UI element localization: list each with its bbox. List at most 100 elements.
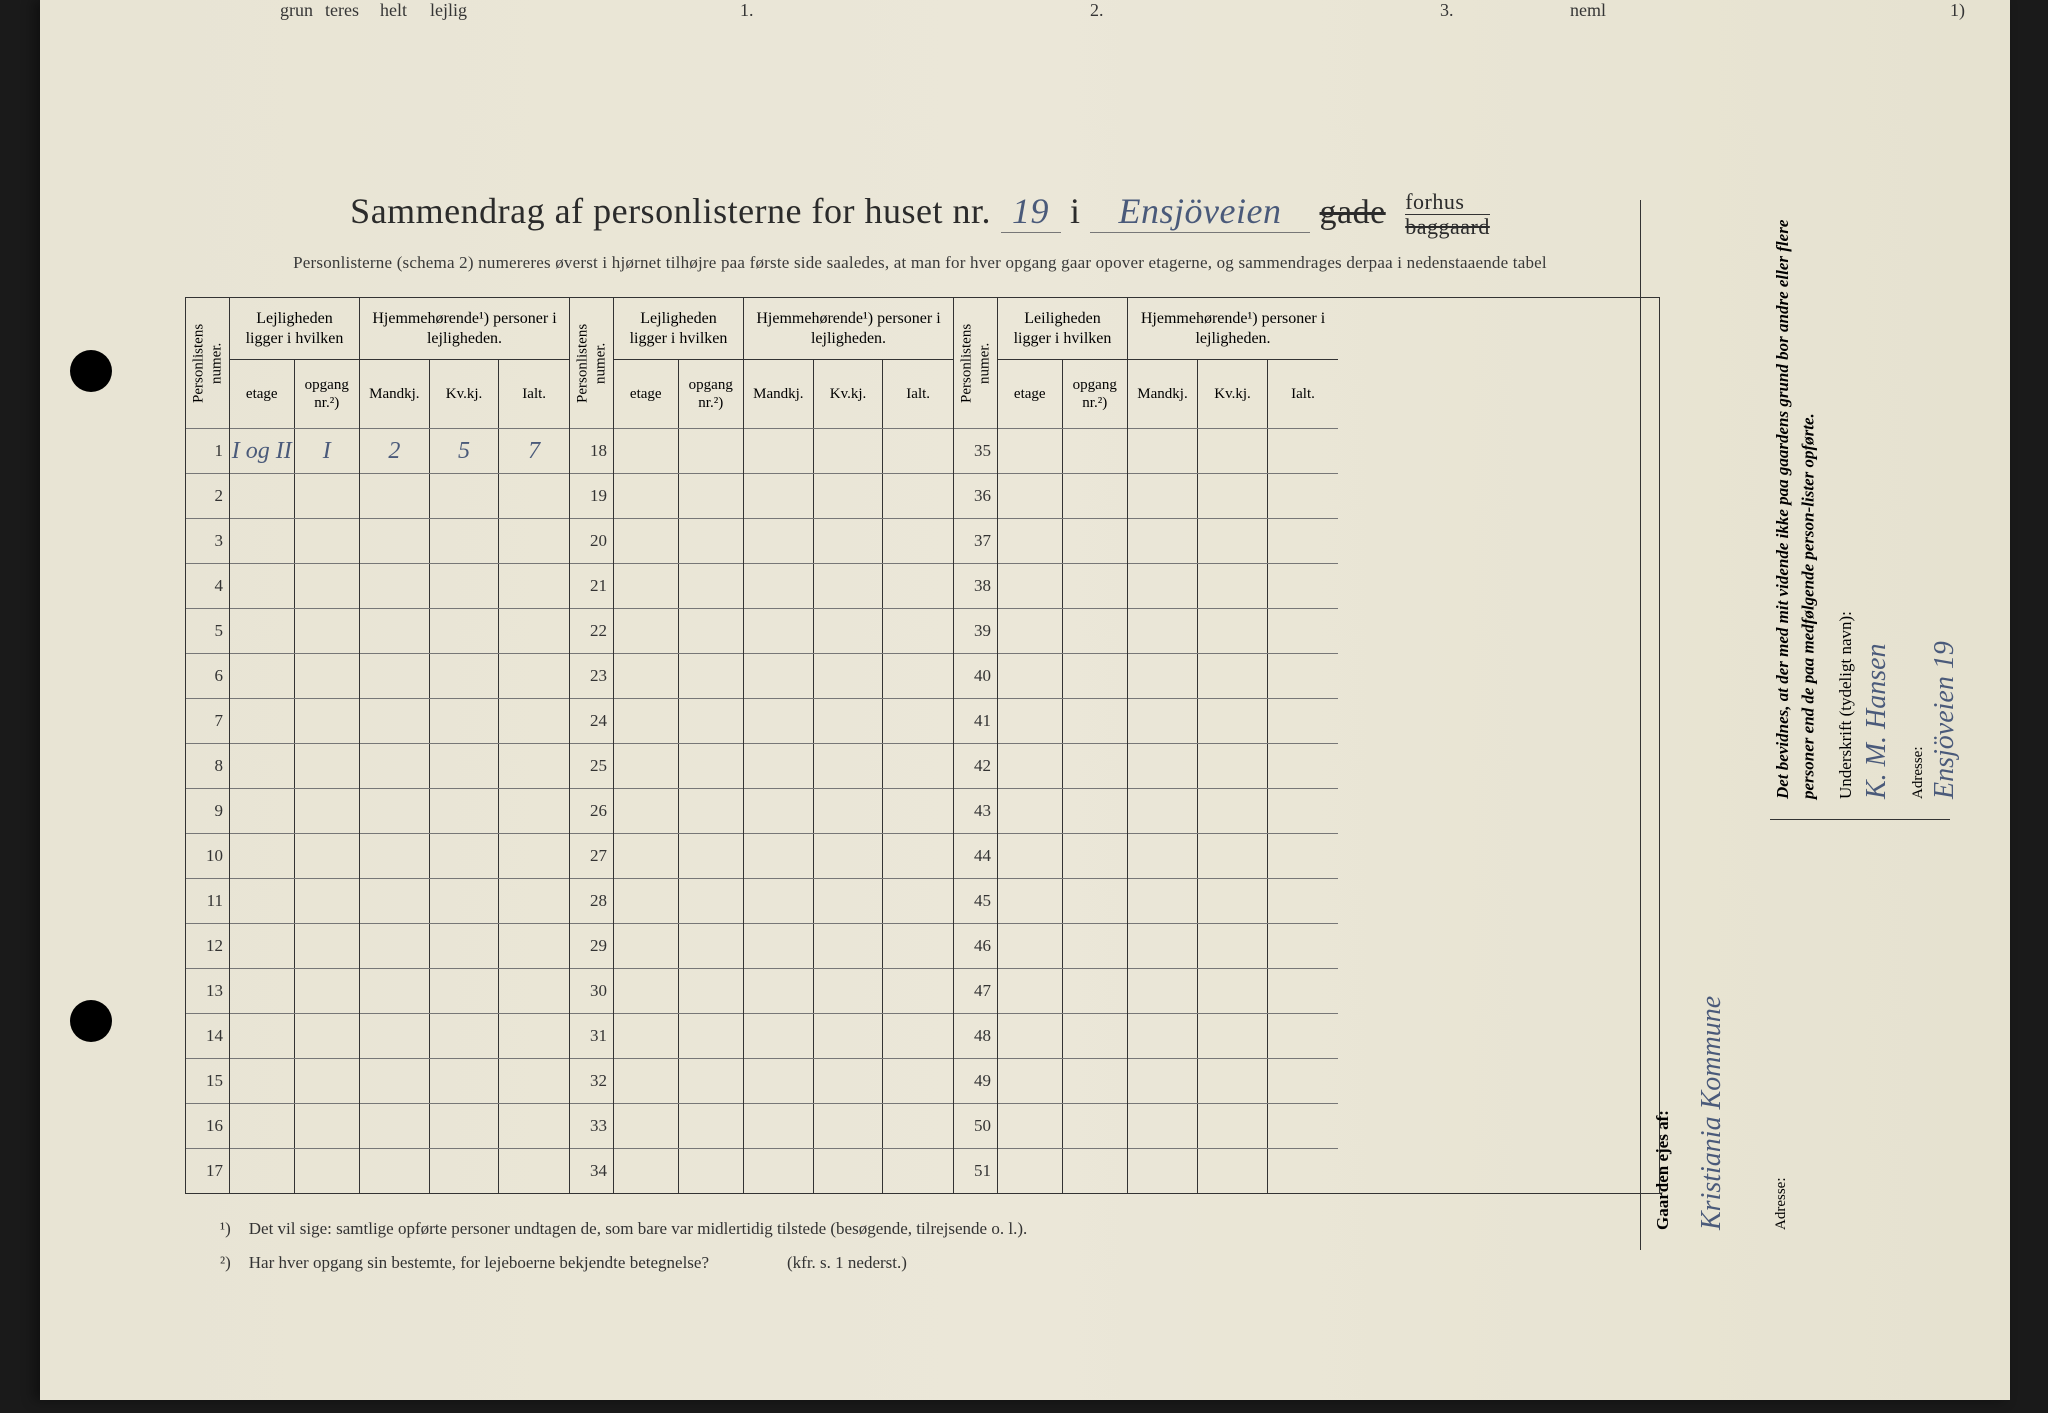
cell-mandkj <box>744 744 814 788</box>
table-row: I og III <box>230 428 359 473</box>
table-row: 51 <box>954 1148 997 1193</box>
cell-ialt <box>1268 699 1338 743</box>
table-row <box>998 788 1127 833</box>
cell-mandkj <box>744 789 814 833</box>
cell-opgang <box>679 1149 744 1193</box>
cell-etage <box>230 834 295 878</box>
hdr-etage: etage <box>230 360 295 428</box>
table-row <box>230 788 359 833</box>
row-number: 24 <box>570 699 613 743</box>
table-body <box>744 428 953 1193</box>
cell-mandkj <box>360 1059 430 1103</box>
gade-struck: gade <box>1320 194 1386 231</box>
row-number: 5 <box>186 609 229 653</box>
cell-etage <box>998 924 1063 968</box>
cell-ialt <box>1268 609 1338 653</box>
row-number: 7 <box>186 699 229 743</box>
table-row <box>744 878 953 923</box>
cell-opgang <box>1063 879 1128 923</box>
cell-kvkj <box>430 1059 500 1103</box>
cell-kvkj <box>1198 924 1268 968</box>
table-row: 19 <box>570 473 613 518</box>
table-row: 2 <box>186 473 229 518</box>
table-row <box>230 1148 359 1193</box>
table-row <box>360 608 569 653</box>
cell-kvkj <box>814 744 884 788</box>
cut-label: lejlig <box>430 0 467 21</box>
fn1-mark: ¹) <box>220 1212 231 1246</box>
cell-opgang <box>679 924 744 968</box>
table-body: 3536373839404142434445464748495051 <box>954 428 997 1193</box>
table-row: 42 <box>954 743 997 788</box>
table-row <box>230 878 359 923</box>
table-row <box>1128 1058 1338 1103</box>
cell-kvkj: 5 <box>430 429 500 473</box>
table-row <box>614 428 743 473</box>
adresse-label: Adresse: <box>1907 200 1929 809</box>
cell-kvkj <box>1198 1149 1268 1193</box>
row-number: 28 <box>570 879 613 923</box>
cell-opgang <box>295 789 360 833</box>
row-number: 39 <box>954 609 997 653</box>
adresse2-label: Adresse: <box>1770 840 1794 1240</box>
title-prefix: Sammendrag af personlisterne for huset n… <box>350 191 991 231</box>
row-number: 8 <box>186 744 229 788</box>
table-row <box>1128 1103 1338 1148</box>
row-number: 14 <box>186 1014 229 1058</box>
cell-etage <box>230 474 295 518</box>
hdr-personlistens: Personlistens numer. <box>954 298 997 428</box>
table-row: 13 <box>186 968 229 1013</box>
summary-table: Personlistens numer. 1234567891011121314… <box>185 297 1660 1194</box>
cell-etage <box>230 519 295 563</box>
cell-kvkj <box>430 474 500 518</box>
cell-etage <box>998 1014 1063 1058</box>
cell-mandkj <box>744 429 814 473</box>
row-number: 40 <box>954 654 997 698</box>
cell-kvkj <box>430 924 500 968</box>
table-row: 17 <box>186 1148 229 1193</box>
table-row <box>1128 833 1338 878</box>
cell-ialt <box>1268 1149 1338 1193</box>
row-number: 2 <box>186 474 229 518</box>
table-row: 30 <box>570 968 613 1013</box>
table-row <box>614 1148 743 1193</box>
cell-kvkj <box>814 1104 884 1148</box>
cell-ialt <box>1268 519 1338 563</box>
cell-kvkj <box>1198 834 1268 878</box>
table-row <box>1128 563 1338 608</box>
hdr-lejligheden: Lejligheden ligger i hvilken <box>614 298 743 360</box>
cell-mandkj <box>360 879 430 923</box>
cell-opgang <box>295 1104 360 1148</box>
cell-ialt <box>1268 789 1338 833</box>
cell-kvkj <box>1198 789 1268 833</box>
table-row <box>230 1103 359 1148</box>
hdr-kvkj: Kv.kj. <box>1198 360 1268 428</box>
table-row: 31 <box>570 1013 613 1058</box>
cell-opgang <box>295 474 360 518</box>
table-row <box>360 1058 569 1103</box>
cut-label: 3. <box>1440 0 1454 21</box>
table-row: 45 <box>954 878 997 923</box>
cell-mandkj <box>1128 879 1198 923</box>
cell-etage <box>614 1059 679 1103</box>
table-row: 24 <box>570 698 613 743</box>
table-row <box>1128 743 1338 788</box>
table-row <box>744 428 953 473</box>
cell-mandkj <box>744 969 814 1013</box>
cell-etage <box>230 789 295 833</box>
row-number: 1 <box>186 429 229 473</box>
table-row: 16 <box>186 1103 229 1148</box>
cell-kvkj <box>1198 1104 1268 1148</box>
cell-opgang <box>295 834 360 878</box>
cell-ialt <box>499 564 569 608</box>
table-section-2-num: Personlistens numer. 1819202122232425262… <box>570 298 614 1193</box>
cell-etage <box>230 924 295 968</box>
cell-ialt <box>499 744 569 788</box>
cell-etage <box>998 789 1063 833</box>
table-body <box>998 428 1127 1193</box>
cell-mandkj <box>360 969 430 1013</box>
underskrift-label: Underskrift (tydeligt navn): <box>1833 200 1861 809</box>
cell-mandkj <box>744 1104 814 1148</box>
cell-mandkj <box>744 519 814 563</box>
sub-instruction: Personlisterne (schema 2) numereres øver… <box>185 253 1655 273</box>
